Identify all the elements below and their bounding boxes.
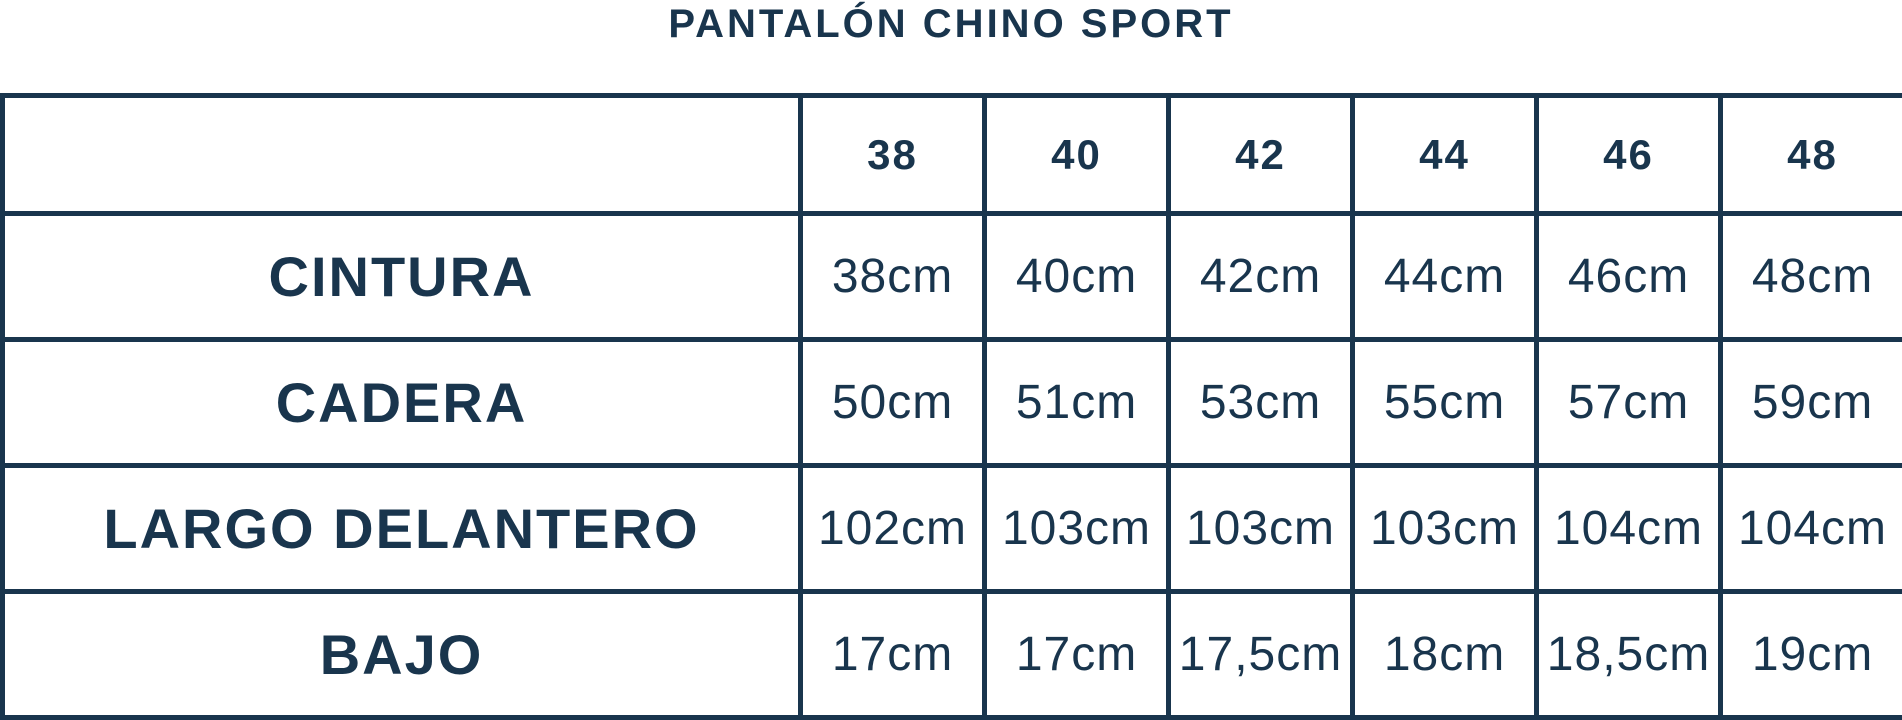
row-label-bajo: BAJO bbox=[3, 592, 801, 718]
cell-cintura-38: 38cm bbox=[801, 214, 985, 340]
table-row-cintura: CINTURA 38cm 40cm 42cm 44cm 46cm 48cm bbox=[3, 214, 1902, 340]
cell-cadera-46: 57cm bbox=[1537, 340, 1721, 466]
cell-cadera-40: 51cm bbox=[985, 340, 1169, 466]
page-title: PANTALÓN CHINO SPORT bbox=[0, 2, 1902, 47]
table-row-cadera: CADERA 50cm 51cm 53cm 55cm 57cm 59cm bbox=[3, 340, 1902, 466]
cell-cintura-40: 40cm bbox=[985, 214, 1169, 340]
cell-bajo-38: 17cm bbox=[801, 592, 985, 718]
cell-cadera-42: 53cm bbox=[1169, 340, 1353, 466]
size-header-40: 40 bbox=[985, 96, 1169, 214]
size-chart-table: 38 40 42 44 46 48 CINTURA 38cm 40cm 42cm… bbox=[0, 93, 1902, 720]
size-header-38: 38 bbox=[801, 96, 985, 214]
table-header-row: 38 40 42 44 46 48 bbox=[3, 96, 1902, 214]
cell-bajo-44: 18cm bbox=[1353, 592, 1537, 718]
cell-largo-48: 104cm bbox=[1721, 466, 1902, 592]
cell-largo-40: 103cm bbox=[985, 466, 1169, 592]
cell-cadera-38: 50cm bbox=[801, 340, 985, 466]
cell-bajo-46: 18,5cm bbox=[1537, 592, 1721, 718]
cell-cadera-48: 59cm bbox=[1721, 340, 1902, 466]
cell-bajo-40: 17cm bbox=[985, 592, 1169, 718]
cell-largo-42: 103cm bbox=[1169, 466, 1353, 592]
cell-cintura-46: 46cm bbox=[1537, 214, 1721, 340]
size-header-46: 46 bbox=[1537, 96, 1721, 214]
row-label-cintura: CINTURA bbox=[3, 214, 801, 340]
cell-largo-38: 102cm bbox=[801, 466, 985, 592]
size-header-48: 48 bbox=[1721, 96, 1902, 214]
size-header-44: 44 bbox=[1353, 96, 1537, 214]
cell-bajo-42: 17,5cm bbox=[1169, 592, 1353, 718]
cell-largo-46: 104cm bbox=[1537, 466, 1721, 592]
cell-largo-44: 103cm bbox=[1353, 466, 1537, 592]
table-row-bajo: BAJO 17cm 17cm 17,5cm 18cm 18,5cm 19cm bbox=[3, 592, 1902, 718]
cell-cintura-42: 42cm bbox=[1169, 214, 1353, 340]
cell-bajo-48: 19cm bbox=[1721, 592, 1902, 718]
table-row-largo-delantero: LARGO DELANTERO 102cm 103cm 103cm 103cm … bbox=[3, 466, 1902, 592]
row-label-largo-delantero: LARGO DELANTERO bbox=[3, 466, 801, 592]
size-header-42: 42 bbox=[1169, 96, 1353, 214]
cell-cadera-44: 55cm bbox=[1353, 340, 1537, 466]
cell-cintura-48: 48cm bbox=[1721, 214, 1902, 340]
row-label-cadera: CADERA bbox=[3, 340, 801, 466]
corner-cell bbox=[3, 96, 801, 214]
cell-cintura-44: 44cm bbox=[1353, 214, 1537, 340]
